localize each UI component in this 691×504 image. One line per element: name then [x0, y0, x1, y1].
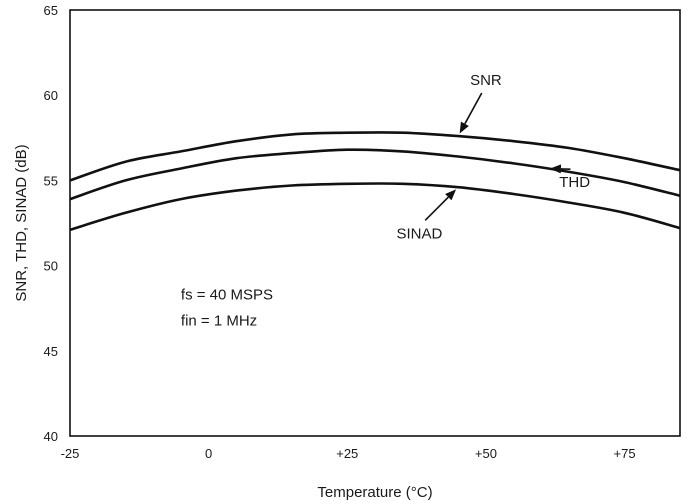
annotation-arrow	[424, 196, 449, 221]
x-tick-label: -25	[61, 446, 80, 461]
y-tick-label: 60	[44, 88, 58, 103]
y-tick-label: 45	[44, 344, 58, 359]
x-axis-label: Temperature (°C)	[317, 484, 432, 501]
series-thd-line	[69, 148, 681, 201]
y-tick-label: 40	[44, 429, 58, 444]
y-tick-label: 65	[44, 3, 58, 18]
series-layer	[69, 131, 681, 232]
y-tick-label: 55	[44, 173, 58, 188]
arrowhead-icon	[445, 189, 457, 201]
annotation-label: SNR	[470, 72, 502, 89]
annotation-sinad: SINAD	[396, 189, 457, 242]
condition-note: fs = 40 MSPS	[181, 287, 273, 304]
x-tick-label: +50	[475, 446, 497, 461]
annotation-layer: SNR THD SINAD	[396, 72, 590, 242]
annotation-label: THD	[559, 174, 590, 191]
annotation-snr: SNR	[459, 72, 502, 134]
condition-note: fin = 1 MHz	[181, 313, 257, 330]
y-tick-label: 50	[44, 259, 58, 274]
series-snr-line	[69, 131, 681, 182]
condition-notes: fs = 40 MSPS fin = 1 MHz	[181, 287, 273, 330]
annotation-thd: THD	[549, 164, 590, 191]
arrowhead-icon	[459, 121, 469, 134]
plot-frame	[69, 9, 681, 437]
annotation-arrow	[464, 92, 483, 125]
x-axis: -25 0 +25 +50 +75	[61, 446, 636, 461]
series-sinad-line	[69, 182, 681, 232]
annotation-label: SINAD	[396, 225, 442, 242]
arrowhead-icon	[549, 164, 562, 174]
y-axis-label: SNR, THD, SINAD (dB)	[13, 144, 30, 301]
x-tick-label: 0	[205, 446, 212, 461]
x-tick-label: +25	[336, 446, 358, 461]
y-axis: 40 45 50 55 60 65	[44, 3, 58, 444]
x-tick-label: +75	[614, 446, 636, 461]
